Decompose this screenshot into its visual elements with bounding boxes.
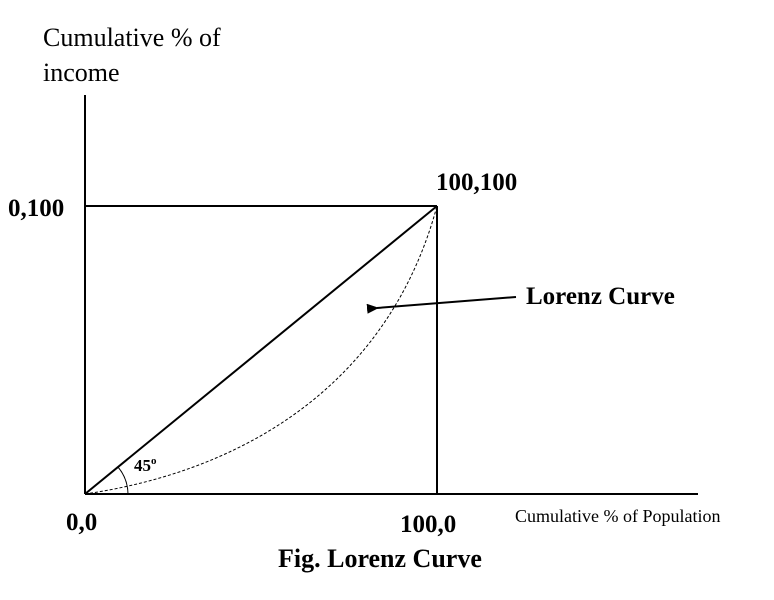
x-corner-label: 100,0 [400,511,456,538]
degree-superscript: o [151,455,157,467]
line-of-equality [84,205,438,495]
top-right-corner-label: 100,100 [436,169,517,196]
curve-label: Lorenz Curve [526,283,675,310]
y-axis-label-line1: Cumulative % of [43,23,221,52]
lorenz-curve [84,205,438,495]
angle-label: 45o [134,455,157,475]
y-corner-label: 0,100 [8,195,64,222]
angle-arc [117,466,129,495]
figure-caption: Fig. Lorenz Curve [278,544,482,573]
x-axis-label: Cumulative % of Population [515,506,720,526]
curve-pointer-arrow [366,296,517,314]
y-axis-label-line2: income [43,58,120,87]
origin-label: 0,0 [66,509,97,536]
